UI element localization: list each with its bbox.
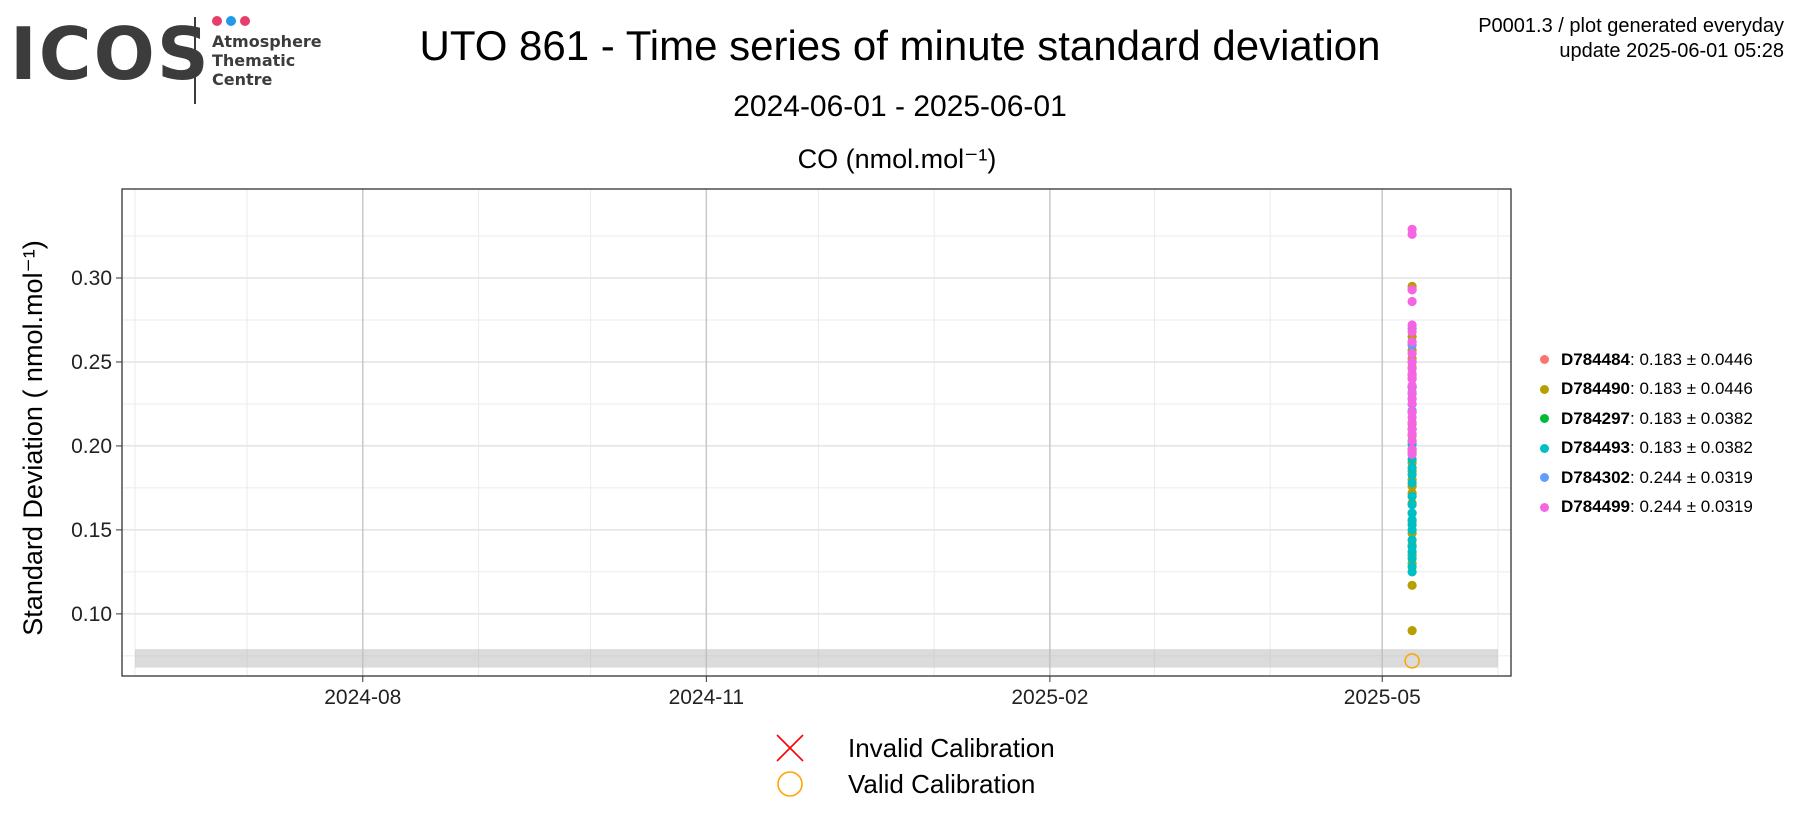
data-point [1407, 348, 1417, 359]
plot-id-line: P0001.3 / plot generated everyday [1478, 15, 1784, 37]
circle-icon [770, 766, 810, 802]
data-point [1407, 580, 1417, 590]
legend-series-stat: : 0.183 ± 0.0382 [1630, 408, 1753, 428]
data-point [1407, 417, 1417, 428]
logo-divider [194, 17, 196, 104]
x-tick-label: 2025-02 [1011, 686, 1088, 709]
legend-item: D784297: 0.183 ± 0.0382 [1540, 404, 1753, 434]
legend-series-stat: : 0.183 ± 0.0446 [1630, 379, 1753, 399]
y-axis-title: Standard Deviation ( nmol.mol⁻¹) [18, 240, 48, 635]
data-point [1407, 229, 1417, 239]
y-tick-label: 0.10 [71, 603, 112, 626]
page-title: UTO 861 - Time series of minute standard… [419, 22, 1381, 69]
legend-item: D784493: 0.183 ± 0.0382 [1540, 434, 1753, 464]
data-point [1407, 327, 1417, 337]
y-tick-label: 0.25 [71, 351, 112, 374]
legend-series-name: D784499 [1561, 497, 1631, 517]
data-point [1407, 478, 1417, 488]
data-point [1407, 399, 1417, 409]
legend-series-name: D784302 [1561, 467, 1631, 487]
series-legend: D784484: 0.183 ± 0.0446 D784490: 0.183 ± … [1540, 345, 1753, 522]
data-point [1407, 337, 1417, 347]
legend-item: D784499: 0.244 ± 0.0319 [1540, 493, 1753, 523]
update-line: update 2025-06-01 05:28 [1559, 40, 1784, 62]
legend-series-stat: : 0.183 ± 0.0446 [1630, 349, 1753, 369]
data-point [1407, 463, 1417, 473]
legend-item: D784302: 0.244 ± 0.0319 [1540, 463, 1753, 493]
generation-info: P0001.3 / plot generated everyday update… [1478, 14, 1784, 64]
data-point [1407, 357, 1417, 367]
data-point [1407, 491, 1417, 501]
data-point [1407, 387, 1417, 397]
data-point [1407, 285, 1417, 295]
data-point [1407, 525, 1417, 535]
date-range-subtitle: 2024-06-01 - 2025-06-01 [733, 90, 1067, 123]
x-tick-label: 2024-08 [324, 686, 401, 709]
legend-series-stat: : 0.183 ± 0.0382 [1630, 438, 1753, 458]
legend-series-name: D784493 [1561, 438, 1631, 458]
valid-calibration-point [1404, 653, 1420, 669]
data-point [1407, 436, 1417, 446]
logo-sub-line: Thematic [212, 51, 296, 70]
legend-series-stat: : 0.244 ± 0.0319 [1630, 497, 1753, 517]
legend-dot-icon [1540, 384, 1549, 394]
data-point [1407, 547, 1417, 557]
data-point [1407, 320, 1417, 330]
legend-item: D784490: 0.183 ± 0.0446 [1540, 375, 1753, 405]
logo-subtitle: Atmosphere Thematic Centre [212, 32, 322, 89]
legend-item-invalid: Invalid Calibration [770, 730, 1055, 766]
legend-series-name: D784490 [1561, 379, 1631, 399]
cross-icon [770, 730, 810, 766]
logo-text: ICOS [10, 12, 211, 96]
data-point [1407, 469, 1417, 480]
data-point [1407, 567, 1417, 577]
y-tick-label: 0.30 [71, 267, 112, 290]
plot-background [122, 189, 1511, 676]
legend-label: Invalid Calibration [848, 732, 1055, 763]
legend-dot-icon [1540, 502, 1549, 512]
data-point [1407, 429, 1417, 439]
data-point [1407, 449, 1417, 459]
data-point [1407, 535, 1417, 545]
plot-border [121, 188, 1512, 677]
data-point [1407, 380, 1417, 391]
data-point [1407, 374, 1417, 384]
x-tick-label: 2025-05 [1344, 686, 1421, 709]
legend-dot-icon [1540, 443, 1549, 453]
legend-series-name: D784297 [1561, 408, 1631, 428]
logo-dots-icon [212, 16, 250, 26]
y-tick-label: 0.20 [71, 435, 112, 458]
legend-dot-icon [1540, 473, 1549, 483]
reference-band [135, 649, 1498, 668]
data-point [1407, 553, 1417, 564]
legend-label: Valid Calibration [848, 768, 1036, 799]
calibration-legend: Invalid Calibration Valid Calibration [770, 730, 1055, 802]
data-point [1407, 296, 1417, 307]
legend-item-valid: Valid Calibration [770, 766, 1055, 802]
legend-dot-icon [1540, 414, 1549, 424]
data-point [1407, 500, 1417, 510]
legend-series-stat: : 0.244 ± 0.0319 [1630, 467, 1753, 487]
legend-item: D784484: 0.183 ± 0.0446 [1540, 345, 1753, 375]
data-point [1407, 626, 1417, 636]
logo-sub-line: Centre [212, 70, 273, 89]
data-point [1407, 508, 1417, 518]
chart-title: CO (nmol.mol⁻¹) [798, 144, 997, 174]
legend-dot-icon [1540, 355, 1549, 365]
logo-sub-line: Atmosphere [212, 32, 322, 51]
x-tick-label: 2024-11 [669, 686, 745, 709]
y-tick-label: 0.15 [71, 519, 112, 542]
legend-series-name: D784484 [1561, 349, 1631, 369]
